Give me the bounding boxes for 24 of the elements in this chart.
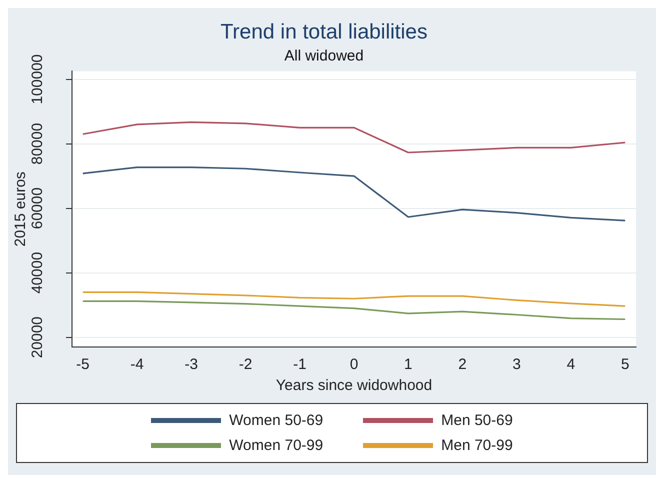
chart-title: Trend in total liabilities xyxy=(220,20,428,44)
x-tick-label: 4 xyxy=(566,356,576,374)
x-tick-label: 3 xyxy=(512,356,521,374)
x-tick-label: -3 xyxy=(184,356,198,374)
x-tick-label: -5 xyxy=(76,356,90,374)
y-tick-label: 20000 xyxy=(29,316,46,358)
legend-label: Men 50-69 xyxy=(441,412,513,429)
x-tick-label: 2 xyxy=(458,356,467,374)
y-axis-title: 2015 euros xyxy=(12,172,30,247)
y-tick-label: 80000 xyxy=(29,122,46,165)
y-tick-label: 100000 xyxy=(29,54,46,104)
y-tick-label: 40000 xyxy=(29,252,46,294)
x-tick-label: 0 xyxy=(350,356,358,374)
legend-label: Women 50-69 xyxy=(229,412,324,429)
chart-subtitle: All widowed xyxy=(284,47,364,64)
x-tick-label: -2 xyxy=(238,356,252,374)
x-tick-label: -1 xyxy=(293,356,306,374)
x-tick-label: 1 xyxy=(404,356,412,374)
x-tick-label: 5 xyxy=(620,356,630,374)
legend-label: Men 70-99 xyxy=(441,437,513,454)
y-tick-label: 60000 xyxy=(29,187,46,230)
x-axis-title: Years since widowhood xyxy=(276,377,432,394)
legend-label: Women 70-99 xyxy=(229,437,324,454)
x-tick-label: -4 xyxy=(130,356,144,374)
